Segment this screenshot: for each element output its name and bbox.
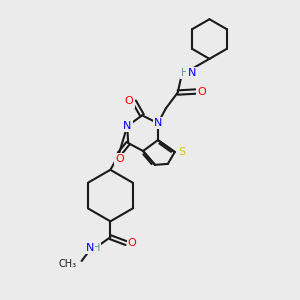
Text: N: N xyxy=(188,68,196,78)
Text: O: O xyxy=(115,154,124,164)
Text: H: H xyxy=(93,243,100,253)
Text: O: O xyxy=(197,86,206,97)
Text: N: N xyxy=(85,243,94,253)
Text: N: N xyxy=(154,118,162,128)
Text: N: N xyxy=(123,121,131,131)
Text: O: O xyxy=(125,97,134,106)
Text: H: H xyxy=(181,68,188,78)
Text: S: S xyxy=(178,147,185,157)
Text: CH₃: CH₃ xyxy=(58,259,77,269)
Text: O: O xyxy=(128,238,136,248)
